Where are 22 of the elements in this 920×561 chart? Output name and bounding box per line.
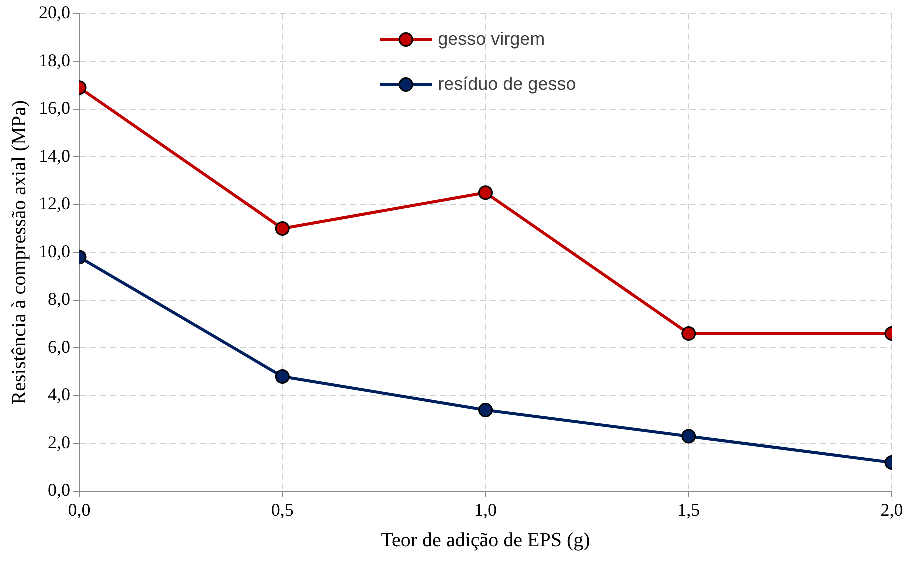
y-tick-label: 12,0 <box>39 194 70 214</box>
y-tick-label: 18,0 <box>39 50 70 70</box>
point <box>478 402 493 418</box>
y-tick-label: 2,0 <box>48 432 70 452</box>
legend-label: resíduo de gesso <box>438 74 576 94</box>
y-tick-label: 20,0 <box>39 2 70 23</box>
point <box>478 186 493 200</box>
y-tick-label: 16,0 <box>39 98 70 118</box>
y-tick-label: 10,0 <box>39 241 70 262</box>
y-axis-title: Resistência à compressão axial (MPa) <box>8 100 30 405</box>
x-tick-label: 0,5 <box>271 500 294 520</box>
y-tick-label: 4,0 <box>48 384 70 405</box>
x-tick-label: 2,0 <box>880 500 904 520</box>
x-tick-label: 1,0 <box>474 500 497 520</box>
legend-label: gesso virgem <box>438 28 546 49</box>
x-tick-label: 1,5 <box>678 500 700 520</box>
y-tick-label: 8,0 <box>48 289 70 310</box>
y-tick-label: 14,0 <box>39 146 70 166</box>
y-tick-label: 6,0 <box>48 336 70 357</box>
x-axis-title: Teor de adição de EPS (g) <box>381 529 590 552</box>
y-tick-label: 0,0 <box>48 480 70 500</box>
x-tick-label: 0,0 <box>68 500 91 520</box>
